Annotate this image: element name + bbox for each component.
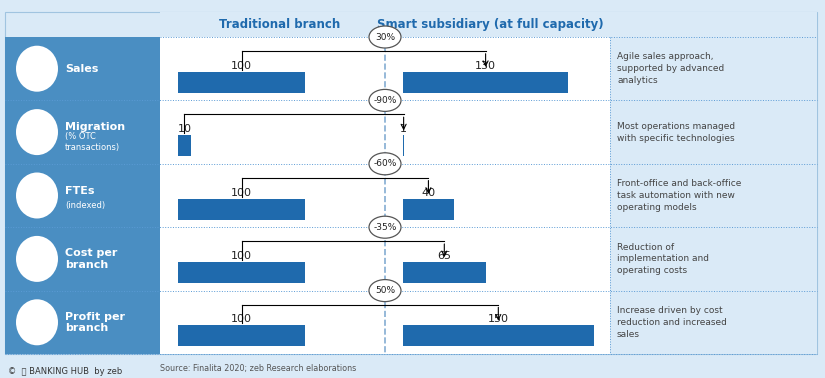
Bar <box>160 101 610 164</box>
Ellipse shape <box>16 172 58 218</box>
Text: 1: 1 <box>400 124 407 134</box>
Ellipse shape <box>16 109 58 155</box>
Bar <box>178 325 305 346</box>
Ellipse shape <box>369 216 401 238</box>
Ellipse shape <box>16 299 58 345</box>
Bar <box>5 291 160 354</box>
Bar <box>160 227 610 291</box>
Text: (% OTC
transactions): (% OTC transactions) <box>65 132 120 152</box>
Text: -60%: -60% <box>373 159 397 168</box>
Text: 100: 100 <box>231 61 252 71</box>
Text: Source: Finalita 2020; zeb Research elaborations: Source: Finalita 2020; zeb Research elab… <box>160 364 356 372</box>
Bar <box>5 164 160 227</box>
Text: 40: 40 <box>422 187 436 198</box>
Text: 65: 65 <box>437 251 451 261</box>
Ellipse shape <box>369 153 401 175</box>
Text: Agile sales approach,
supported by advanced
analytics: Agile sales approach, supported by advan… <box>617 53 724 85</box>
Bar <box>610 164 817 227</box>
Bar <box>178 199 305 220</box>
Text: ©  ⤤ BANKING HUB  by zeb: © ⤤ BANKING HUB by zeb <box>8 367 122 376</box>
Bar <box>5 227 160 291</box>
Ellipse shape <box>369 90 401 112</box>
Text: -35%: -35% <box>373 223 397 232</box>
Bar <box>403 72 568 93</box>
Bar <box>403 199 454 220</box>
Text: 130: 130 <box>475 61 496 71</box>
Text: Cost per
branch: Cost per branch <box>65 248 117 270</box>
Text: 100: 100 <box>231 251 252 261</box>
Bar <box>5 101 160 164</box>
Bar <box>610 101 817 164</box>
Text: 150: 150 <box>488 314 509 324</box>
Text: Front-office and back-office
task automation with new
operating models: Front-office and back-office task automa… <box>617 179 742 212</box>
Bar <box>610 37 817 101</box>
Bar <box>5 37 160 101</box>
Bar <box>610 227 817 291</box>
Bar <box>178 262 305 283</box>
Bar <box>610 291 817 354</box>
Text: Increase driven by cost
reduction and increased
sales: Increase driven by cost reduction and in… <box>617 306 727 339</box>
Bar <box>403 325 594 346</box>
Text: Sales: Sales <box>65 64 98 74</box>
Ellipse shape <box>369 26 401 48</box>
Text: (indexed): (indexed) <box>65 201 105 210</box>
Bar <box>160 291 610 354</box>
Text: FTEs: FTEs <box>65 186 95 195</box>
Text: 10: 10 <box>177 124 191 134</box>
Bar <box>403 262 486 283</box>
Text: 50%: 50% <box>375 286 395 295</box>
Text: Traditional branch: Traditional branch <box>219 18 340 31</box>
Text: -90%: -90% <box>373 96 397 105</box>
Ellipse shape <box>16 236 58 282</box>
Text: Most operations managed
with specific technologies: Most operations managed with specific te… <box>617 122 735 143</box>
Bar <box>160 37 610 101</box>
Bar <box>160 12 817 37</box>
Text: Migration: Migration <box>65 122 125 132</box>
Ellipse shape <box>369 280 401 302</box>
Bar <box>178 72 305 93</box>
Ellipse shape <box>16 46 58 92</box>
Bar <box>178 135 191 156</box>
Text: Reduction of
implementation and
operating costs: Reduction of implementation and operatin… <box>617 243 709 275</box>
Text: 100: 100 <box>231 187 252 198</box>
Bar <box>403 135 404 156</box>
Text: 100: 100 <box>231 314 252 324</box>
Text: Smart subsidiary (at full capacity): Smart subsidiary (at full capacity) <box>378 18 604 31</box>
Text: Profit per
branch: Profit per branch <box>65 311 125 333</box>
Bar <box>160 164 610 227</box>
Text: 30%: 30% <box>375 33 395 42</box>
